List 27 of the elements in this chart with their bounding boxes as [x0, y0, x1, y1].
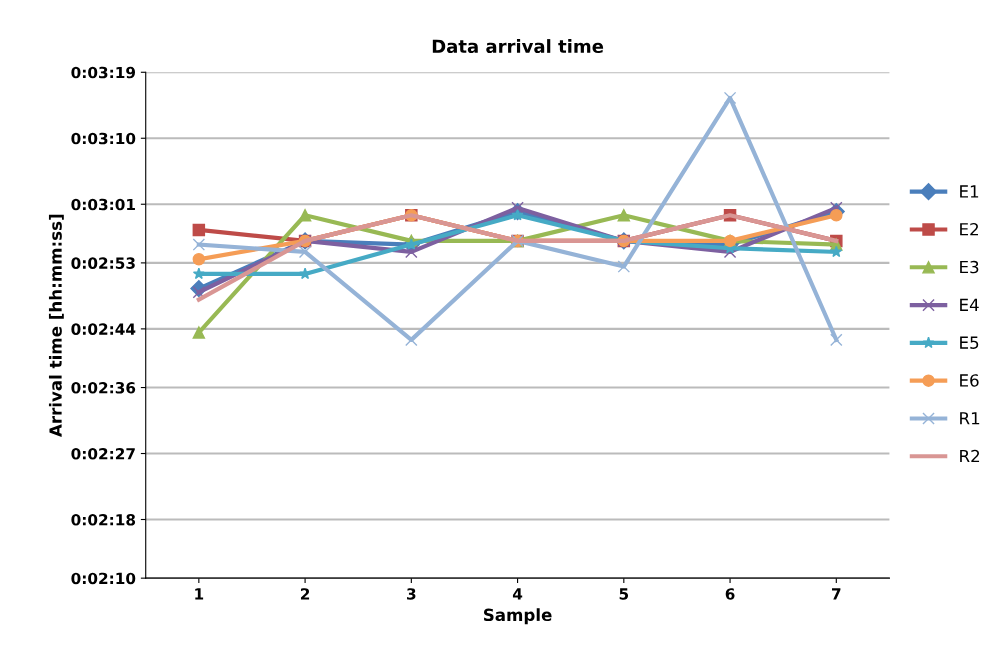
legend-label: E3 [960, 260, 979, 274]
y-tick-label: 0:03:01 [71, 198, 135, 211]
y-tick-label: 0:02:44 [71, 323, 136, 335]
x-tick-label: 4 [512, 588, 523, 600]
legend-label: E5 [960, 336, 979, 349]
y-tick-label: 0:02:53 [71, 257, 135, 269]
y-tick-label: 0:03:10 [71, 132, 136, 145]
x-tick-label: 2 [300, 588, 310, 600]
chart-title: Data arrival time [432, 39, 604, 54]
y-tick-label: 0:03:19 [71, 66, 136, 79]
x-axis-title: Sample [483, 608, 552, 625]
y-tick-label: 0:02:10 [71, 572, 136, 585]
y-axis-title: Arrival time [hh:mm:ss] [48, 214, 64, 437]
legend-label: E6 [960, 374, 979, 387]
legend-label: E1 [960, 185, 979, 198]
legend-label: E2 [960, 222, 978, 236]
x-tick-label: 1 [195, 588, 204, 600]
legend-label: R1 [960, 412, 980, 425]
legend-label: E4 [960, 298, 979, 311]
y-tick-label: 0:02:36 [71, 382, 136, 394]
x-tick-label: 7 [832, 588, 841, 600]
y-tick-label: 0:02:18 [71, 513, 136, 526]
legend-label: R2 [960, 449, 980, 463]
y-tick-label: 0:02:27 [71, 447, 135, 460]
x-tick-label: 5 [619, 588, 629, 600]
x-tick-label: 3 [407, 588, 416, 600]
x-tick-label: 6 [725, 588, 735, 600]
